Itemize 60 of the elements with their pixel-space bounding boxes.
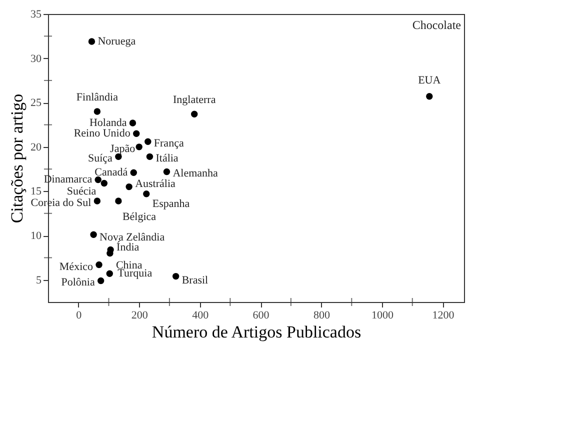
y-axis-title: Citações por artigo bbox=[8, 94, 26, 224]
annotation: Bélgica bbox=[122, 210, 156, 223]
point bbox=[97, 277, 104, 284]
point bbox=[106, 270, 113, 277]
point bbox=[94, 108, 101, 115]
point bbox=[191, 110, 198, 118]
annotation: Polônia bbox=[61, 276, 95, 289]
y-tick-label: 30 bbox=[30, 52, 42, 65]
point bbox=[96, 261, 102, 268]
y-tick-label: 10 bbox=[30, 230, 42, 242]
x-tick-label: 600 bbox=[252, 310, 270, 322]
point bbox=[130, 169, 137, 176]
annotation: Suíça bbox=[88, 152, 113, 165]
annotation: Reino Unido bbox=[74, 128, 131, 140]
point bbox=[90, 231, 97, 238]
y-tick-label: 35 bbox=[30, 8, 42, 20]
point bbox=[144, 138, 152, 145]
y-tick-label: 5 bbox=[36, 274, 42, 286]
point bbox=[100, 180, 108, 187]
annotation: Alemanha bbox=[172, 168, 218, 180]
x-tick-label: 800 bbox=[314, 310, 331, 322]
point bbox=[94, 176, 102, 184]
annotation: Austrália bbox=[135, 178, 176, 190]
point bbox=[129, 120, 136, 126]
annotation: Itália bbox=[156, 152, 178, 165]
annotation: Canadá bbox=[94, 166, 128, 179]
x-tick-label: 1000 bbox=[372, 310, 394, 322]
x-tick-label: 400 bbox=[192, 310, 210, 322]
point bbox=[88, 38, 96, 45]
y-tick-label: 25 bbox=[30, 97, 42, 110]
annotation: EUA bbox=[418, 74, 441, 86]
x-tick-label: 1200 bbox=[432, 310, 455, 322]
point bbox=[146, 153, 154, 160]
point bbox=[426, 93, 433, 100]
annotation: Brasil bbox=[182, 274, 208, 286]
annotation: Turquia bbox=[118, 268, 152, 280]
annotation: México bbox=[59, 260, 94, 273]
point bbox=[133, 130, 140, 137]
point bbox=[136, 144, 142, 150]
point bbox=[115, 198, 122, 204]
x-tick-label: 200 bbox=[131, 310, 148, 322]
point bbox=[163, 168, 170, 176]
annotation: Inglaterra bbox=[172, 94, 216, 106]
y-tick-label: 15 bbox=[30, 186, 42, 198]
point bbox=[94, 198, 101, 204]
annotation: Finlândia bbox=[76, 91, 118, 104]
point bbox=[126, 183, 132, 190]
annotation: Índia bbox=[116, 240, 140, 254]
annotation: Japão bbox=[110, 142, 136, 155]
annotation: Suécia bbox=[66, 185, 96, 198]
y-tick-label: 20 bbox=[30, 141, 42, 154]
x-tick-label: 0 bbox=[76, 310, 82, 322]
annotation: Espanha bbox=[152, 198, 190, 210]
annotation: França bbox=[154, 138, 184, 150]
point bbox=[172, 272, 180, 280]
x-axis-title: Número de Artigos Publicados bbox=[152, 322, 362, 342]
annotation: Noruega bbox=[98, 35, 136, 48]
point bbox=[143, 190, 150, 198]
annotation: Chocolate bbox=[412, 18, 461, 32]
annotation: Holanda bbox=[89, 116, 127, 129]
